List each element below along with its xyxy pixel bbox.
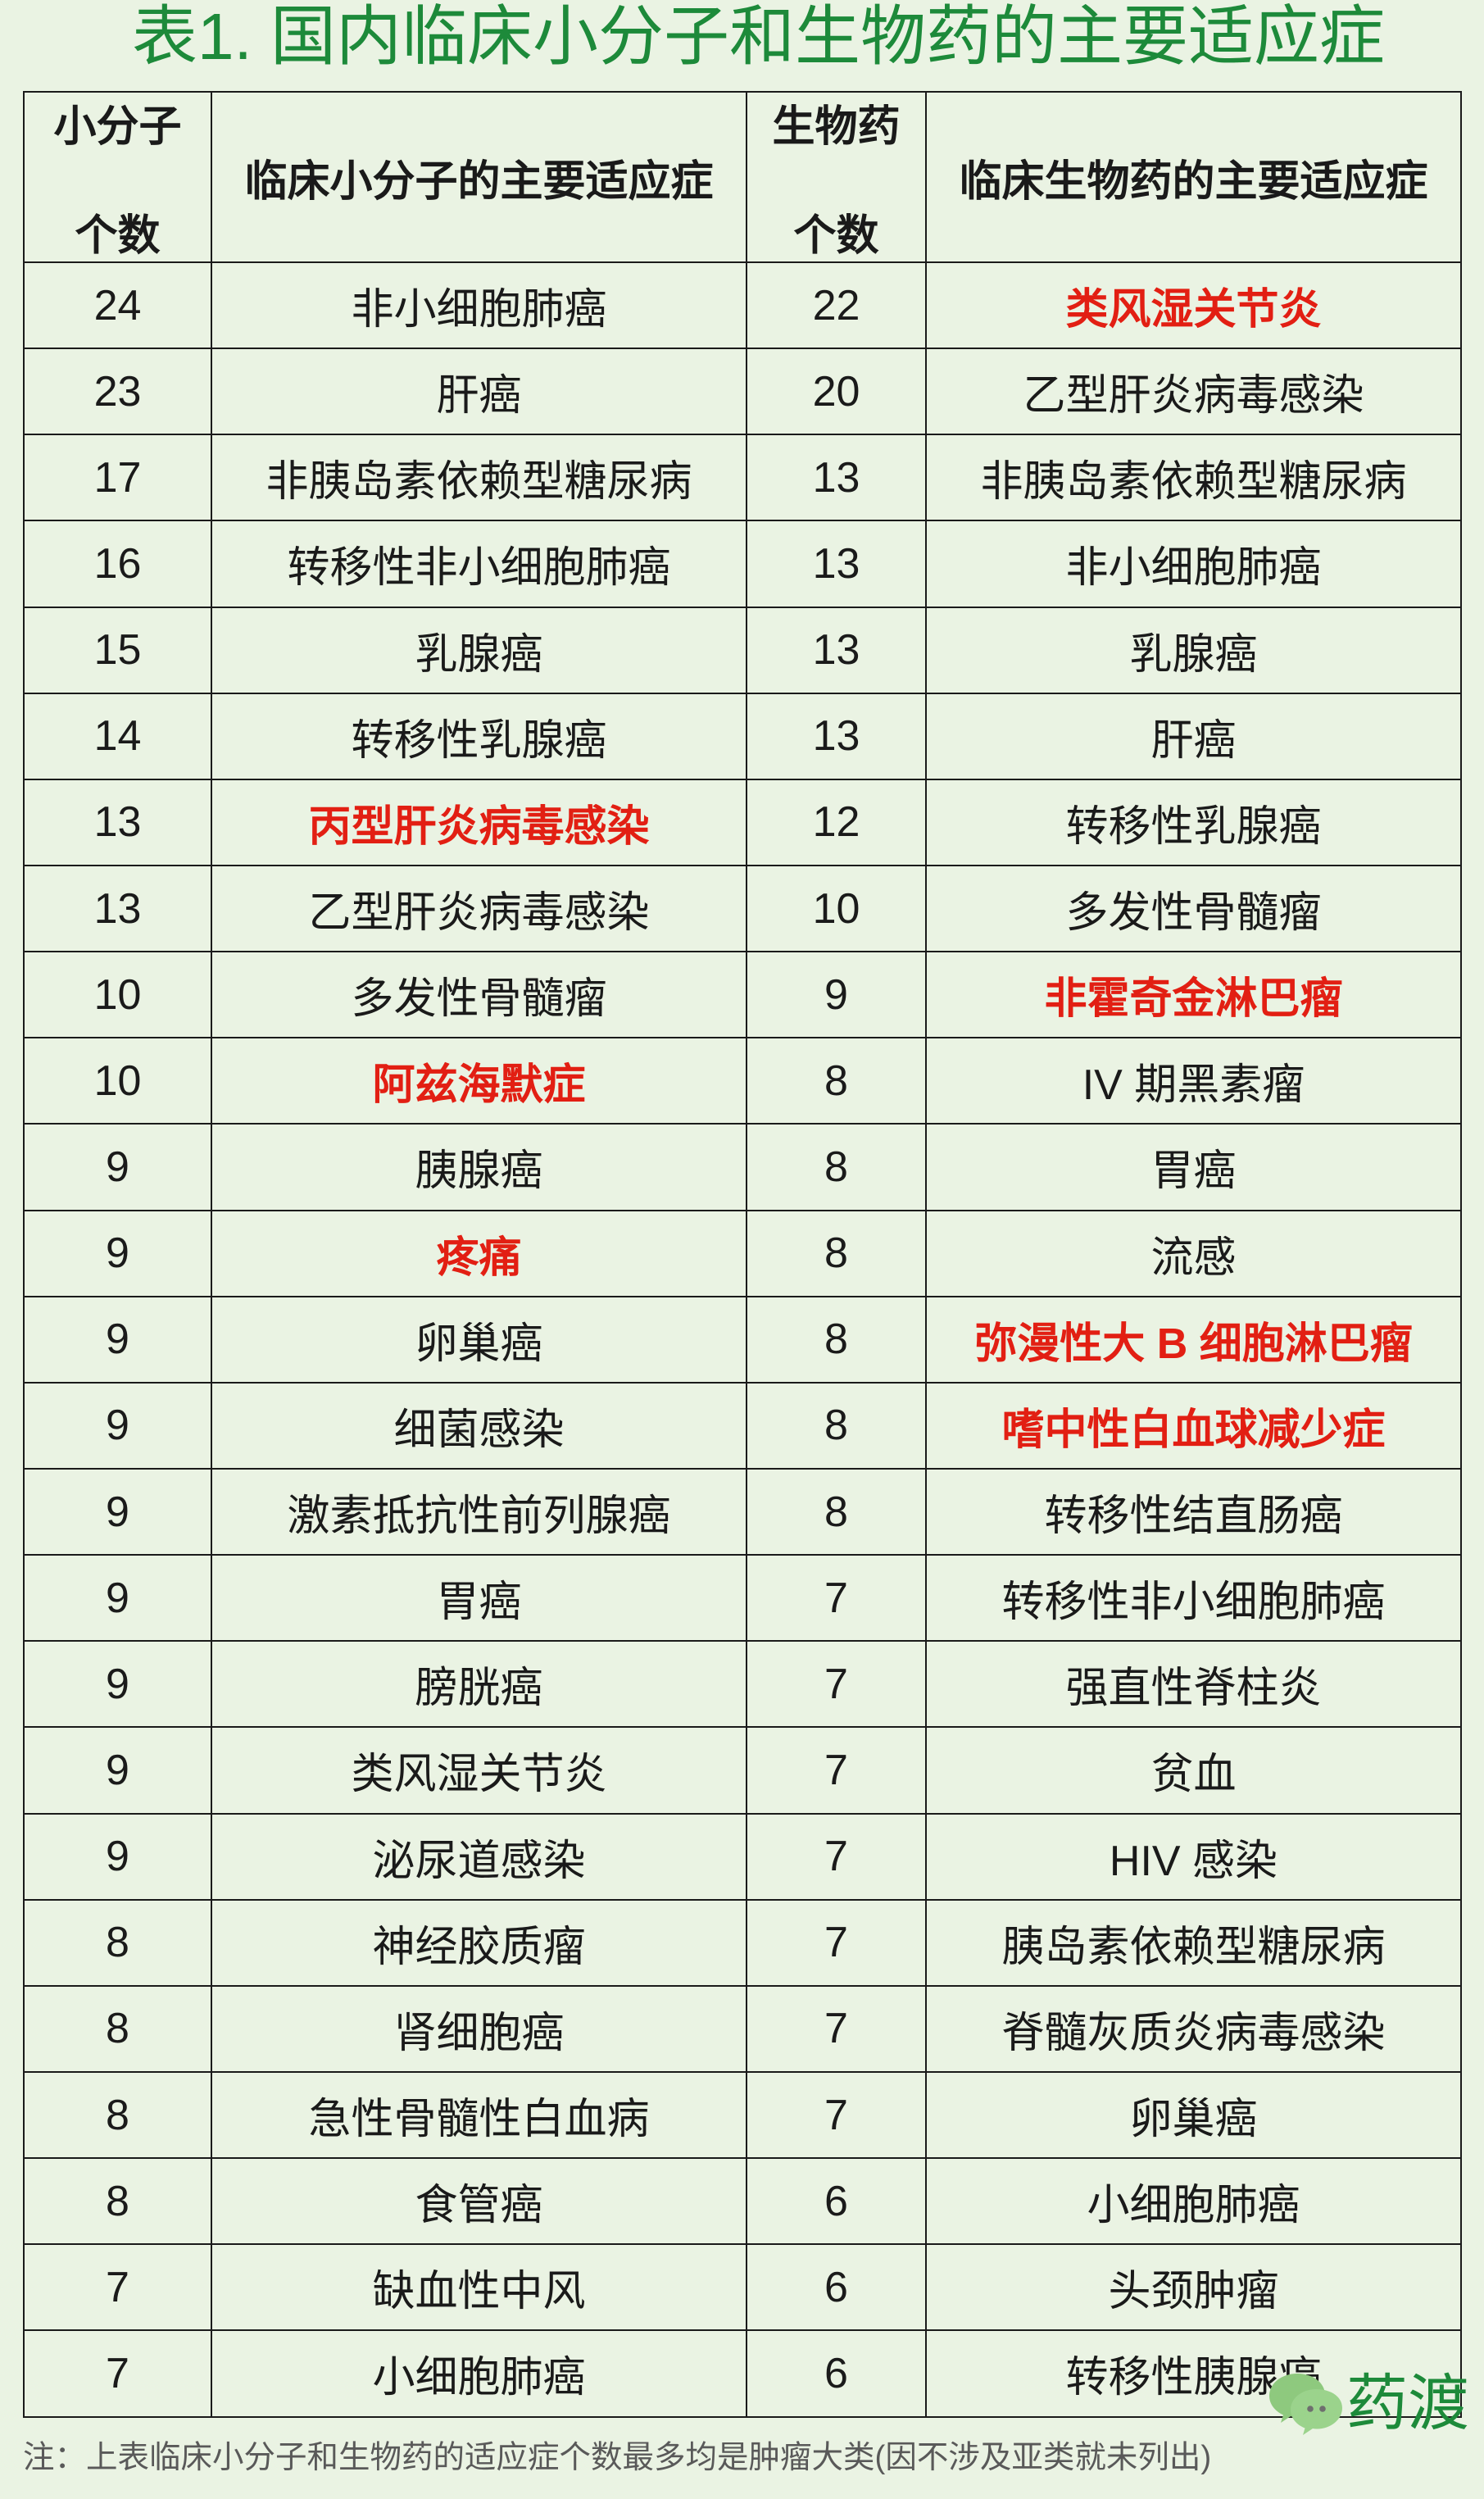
svg-text:药渡: 药渡 [1346,2369,1469,2438]
